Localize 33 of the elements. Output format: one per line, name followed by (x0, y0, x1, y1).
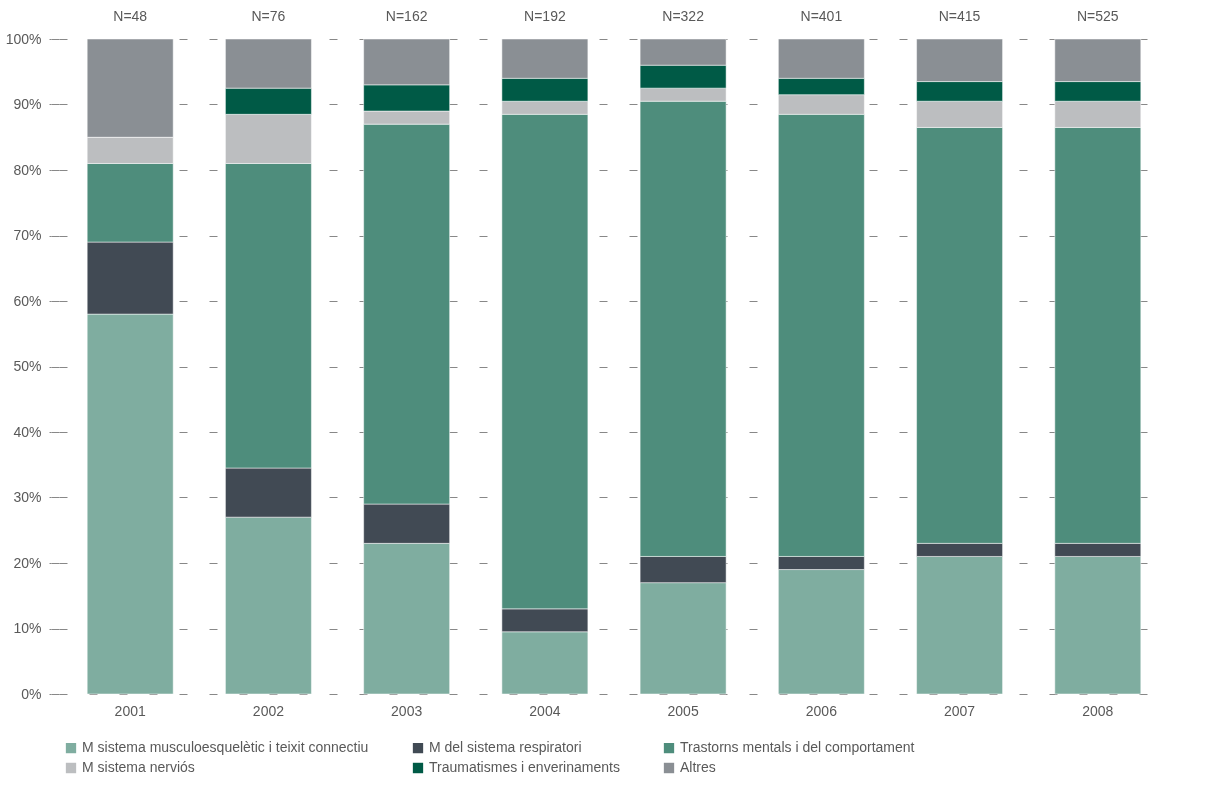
y-tick-label: 60% (13, 292, 42, 309)
x-tick-label: 2004 (529, 702, 561, 719)
legend-label: M sistema nerviós (82, 759, 195, 775)
y-tick-label: 40% (13, 423, 42, 440)
y-tick-label: 10% (13, 620, 42, 636)
x-tick-label: 2008 (1082, 702, 1114, 719)
x-tick-label: 2006 (805, 702, 838, 719)
y-tick-label: 0% (21, 685, 42, 702)
annotation: N=401 (800, 8, 843, 24)
x-tick-label: 2002 (252, 702, 285, 719)
y-tick-label: 70% (13, 227, 42, 243)
annotation: N=162 (385, 8, 428, 24)
y-tick-label: 30% (13, 489, 42, 505)
legend-label: M sistema musculoesquelètic i teixit connectiu (82, 739, 369, 756)
legend-label: M del sistema respiratori (429, 739, 582, 756)
y-tick-label: 90% (13, 96, 42, 112)
legend-label: Traumatismes i enverinaments (429, 759, 620, 775)
annotation: N=322 (662, 8, 705, 24)
legend-label: Trastorns mentals i del comportament (680, 739, 915, 756)
legend-label: Altres (680, 759, 716, 775)
annotation: N=48 (113, 8, 148, 24)
x-tick-label: 2005 (667, 702, 699, 719)
y-tick-label: 80% (13, 161, 42, 178)
x-tick-label: 2007 (944, 702, 976, 719)
annotation: N=76 (251, 8, 286, 24)
y-tick-label: 20% (13, 554, 42, 571)
annotation: N=525 (1076, 8, 1119, 24)
y-tick-label: 50% (13, 358, 42, 374)
y-tick-label: 100% (5, 30, 42, 47)
annotation: N=192 (524, 8, 566, 24)
annotation: N=415 (938, 8, 981, 24)
x-tick-label: 2001 (114, 702, 146, 719)
x-tick-label: 2003 (391, 702, 423, 719)
